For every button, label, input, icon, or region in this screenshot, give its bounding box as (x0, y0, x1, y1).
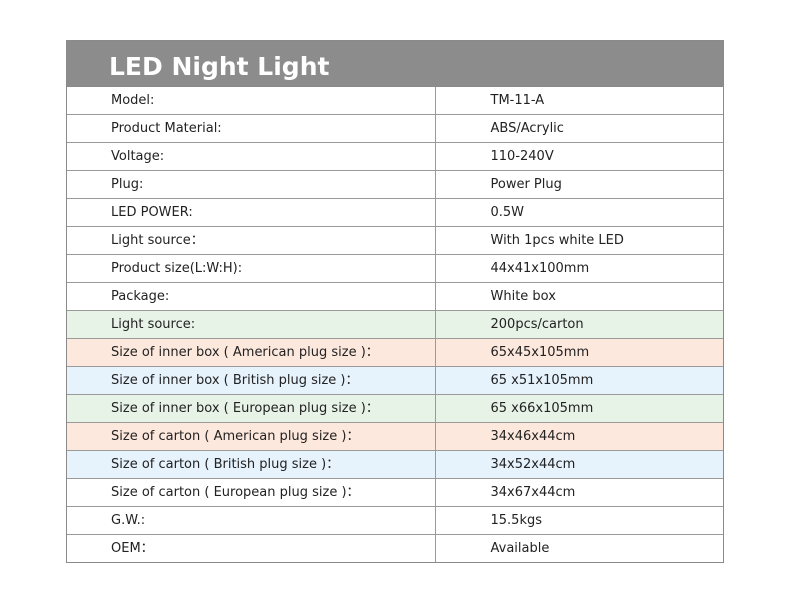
spec-value: With 1pcs white LED (435, 226, 723, 255)
spec-label: OEM： (67, 534, 436, 562)
spec-label: Light source: (67, 310, 436, 339)
spec-label: Voltage: (67, 142, 436, 171)
spec-table-body: Model: TM-11-A Product Material: ABS/Acryli… (67, 87, 723, 562)
spec-value: 34x52x44cm (435, 450, 723, 479)
table-row: Size of inner box ( European plug size )… (67, 394, 723, 423)
table-row: Model: TM-11-A (67, 87, 723, 115)
spec-value: 34x46x44cm (435, 422, 723, 451)
spec-value: Power Plug (435, 170, 723, 199)
spec-value: 110-240V (435, 142, 723, 171)
table-row: Product size(L:W:H): 44x41x100mm (67, 254, 723, 283)
table-row: Voltage: 110-240V (67, 142, 723, 171)
table-row: Size of carton ( European plug size )： 34… (67, 478, 723, 507)
spec-value: 34x67x44cm (435, 478, 723, 507)
spec-label: Size of inner box ( European plug size )… (67, 394, 436, 423)
spec-table: Model: TM-11-A Product Material: ABS/Acryli… (67, 87, 723, 562)
spec-value: TM-11-A (490, 93, 545, 108)
spec-value: 0.5W (435, 198, 723, 227)
table-row: G.W.: 15.5kgs (67, 506, 723, 535)
spec-value: 65 x51x105mm (435, 366, 723, 395)
table-row: OEM： Available (67, 534, 723, 562)
table-row: LED POWER: 0.5W (67, 198, 723, 227)
table-row: Package: White box (67, 282, 723, 311)
spec-label: Plug: (67, 170, 436, 199)
spec-value: White box (435, 282, 723, 311)
spec-value: 200pcs/carton (435, 310, 723, 339)
spec-label: G.W.: (67, 506, 436, 535)
spec-label: Light source： (67, 226, 436, 255)
spec-label: Size of carton ( American plug size )： (67, 422, 436, 451)
spec-label: LED POWER: (67, 198, 436, 227)
spec-label: Size of carton ( European plug size )： (67, 478, 436, 507)
spec-value: 44x41x100mm (435, 254, 723, 283)
table-row: Plug: Power Plug (67, 170, 723, 199)
spec-value: Available (435, 534, 723, 562)
table-row: Size of inner box ( British plug size )：… (67, 366, 723, 395)
table-row: Product Material: ABS/Acrylic (67, 114, 723, 143)
table-row: Light source: 200pcs/carton (67, 310, 723, 339)
spec-label: Package: (67, 282, 436, 311)
table-row: Size of carton ( American plug size )： 34… (67, 422, 723, 451)
spec-label: Product Material: (67, 114, 436, 143)
spec-value: 65x45x105mm (435, 338, 723, 367)
table-row: Size of carton ( British plug size )： 34x… (67, 450, 723, 479)
spec-value: 15.5kgs (435, 506, 723, 535)
spec-value: 65 x66x105mm (435, 394, 723, 423)
spec-card: LED Night Light Model: TM-11-A Product Mat… (66, 40, 724, 563)
spec-label: Product size(L:W:H): (67, 254, 436, 283)
spec-label: Model: (67, 87, 436, 115)
page-title: LED Night Light (67, 41, 723, 87)
table-row: Size of inner box ( American plug size )… (67, 338, 723, 367)
spec-label: Size of inner box ( British plug size )： (67, 366, 436, 395)
spec-value: ABS/Acrylic (435, 114, 723, 143)
spec-label: Size of inner box ( American plug size )… (67, 338, 436, 367)
table-row: Light source： With 1pcs white LED (67, 226, 723, 255)
spec-label: Size of carton ( British plug size )： (67, 450, 436, 479)
